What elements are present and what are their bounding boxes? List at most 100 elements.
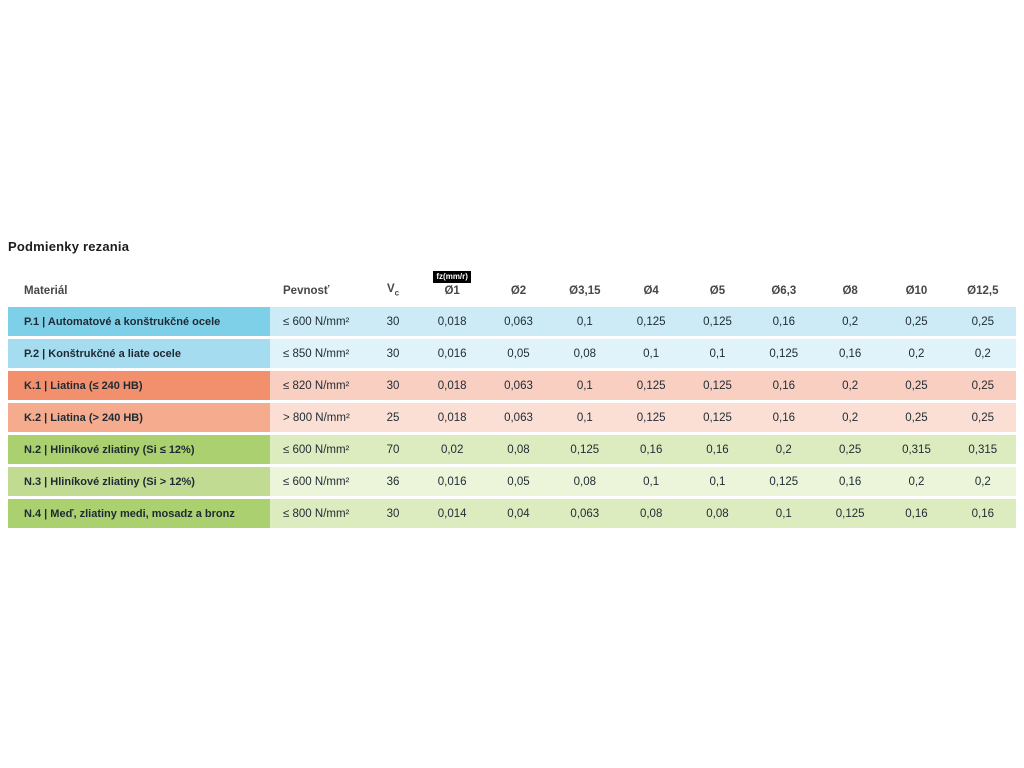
material-cell: K.2 | Liatina (> 240 HB) [8, 403, 270, 432]
header-diameter-12-5: Ø12,5 [967, 285, 999, 297]
feed-value-cell: 0,16 [816, 339, 884, 368]
feed-value-cell: 0,08 [551, 467, 618, 496]
feed-value-cell: 0,2 [949, 339, 1016, 368]
fz-unit-badge: fz(mm/r) [433, 271, 471, 283]
feed-value-cell: 0,25 [949, 403, 1016, 432]
feed-value-cell: 0,063 [551, 499, 618, 528]
feed-value-cell: 0,1 [750, 499, 817, 528]
table-row: N.3 | Hliníkové zliatiny (Si > 12%) ≤ 600… [8, 467, 1016, 496]
feed-value-cell: 0,125 [617, 307, 685, 336]
feed-value-cell: 0,1 [551, 403, 618, 432]
feed-value-cell: 0,25 [816, 435, 884, 464]
feed-value-cell: 0,2 [750, 435, 817, 464]
feed-value-cell: 0,125 [816, 499, 884, 528]
header-diameter-10: Ø10 [905, 285, 928, 297]
feed-value-cell: 0,16 [617, 435, 685, 464]
material-cell: K.1 | Liatina (≤ 240 HB) [8, 371, 270, 400]
feed-value-cell: 0,25 [883, 403, 950, 432]
feed-value-cell: 0,2 [949, 467, 1016, 496]
strength-cell: > 800 N/mm² [270, 403, 367, 432]
vc-cell: 25 [367, 403, 419, 432]
table-row: K.2 | Liatina (> 240 HB) > 800 N/mm² 25 0,0… [8, 403, 1016, 432]
feed-value-cell: 0,16 [816, 467, 884, 496]
header-vc: Vc [367, 270, 419, 304]
vc-cell: 36 [367, 467, 419, 496]
feed-value-cell: 0,08 [684, 499, 751, 528]
header-diameter-1-label: Ø1 [444, 285, 460, 297]
material-cell: P.2 | Konštrukčné a liate ocele [8, 339, 270, 368]
strength-cell: ≤ 800 N/mm² [270, 499, 367, 528]
feed-value-cell: 0,018 [419, 403, 486, 432]
feed-value-cell: 0,08 [617, 499, 685, 528]
feed-value-cell: 0,1 [617, 339, 685, 368]
table-row: N.2 | Hliníkové zliatiny (Si ≤ 12%) ≤ 600… [8, 435, 1016, 464]
feed-value-cell: 0,05 [485, 467, 552, 496]
table-header: Materiál Pevnosť Vc fz(mm/r) Ø1 Ø2 Ø3,15… [8, 270, 1016, 304]
feed-value-cell: 0,25 [883, 307, 950, 336]
feed-value-cell: 0,063 [485, 371, 552, 400]
feed-value-cell: 0,1 [617, 467, 685, 496]
feed-value-cell: 0,018 [419, 371, 486, 400]
feed-value-cell: 0,16 [883, 499, 950, 528]
feed-value-cell: 0,08 [485, 435, 552, 464]
material-cell: P.1 | Automatové a konštrukčné ocele [8, 307, 270, 336]
feed-value-cell: 0,1 [684, 339, 751, 368]
feed-value-cell: 0,315 [949, 435, 1016, 464]
feed-value-cell: 0,018 [419, 307, 486, 336]
feed-value-cell: 0,25 [883, 371, 950, 400]
feed-value-cell: 0,05 [485, 339, 552, 368]
header-material: Materiál [24, 285, 68, 297]
feed-value-cell: 0,16 [750, 403, 817, 432]
feed-value-cell: 0,25 [949, 371, 1016, 400]
header-diameter-1: fz(mm/r) Ø1 [419, 270, 485, 304]
header-diameter-8: Ø8 [842, 285, 858, 297]
header-diameter-3-15: Ø3,15 [569, 285, 601, 297]
vc-cell: 70 [367, 435, 419, 464]
cutting-conditions-table: Materiál Pevnosť Vc fz(mm/r) Ø1 Ø2 Ø3,15… [8, 267, 1016, 531]
table-header-row: Materiál Pevnosť Vc fz(mm/r) Ø1 Ø2 Ø3,15… [8, 270, 1016, 304]
feed-value-cell: 0,014 [419, 499, 486, 528]
strength-cell: ≤ 600 N/mm² [270, 467, 367, 496]
feed-value-cell: 0,04 [485, 499, 552, 528]
feed-value-cell: 0,2 [883, 467, 950, 496]
feed-value-cell: 0,16 [750, 307, 817, 336]
page-title: Podmienky rezania [8, 239, 130, 254]
feed-value-cell: 0,125 [684, 403, 751, 432]
header-diameter-4: Ø4 [643, 285, 659, 297]
feed-value-cell: 0,2 [816, 403, 884, 432]
vc-cell: 30 [367, 499, 419, 528]
feed-value-cell: 0,315 [883, 435, 950, 464]
header-diameter-5: Ø5 [709, 285, 726, 297]
header-strength: Pevnosť [283, 285, 330, 297]
vc-cell: 30 [367, 307, 419, 336]
table-row: P.1 | Automatové a konštrukčné ocele ≤ 60… [8, 307, 1016, 336]
table-row: N.4 | Meď, zliatiny medi, mosadz a bronz… [8, 499, 1016, 528]
feed-value-cell: 0,1 [551, 307, 618, 336]
feed-value-cell: 0,125 [617, 403, 685, 432]
header-diameter-2: Ø2 [510, 285, 527, 297]
feed-value-cell: 0,016 [419, 467, 486, 496]
table-row: P.2 | Konštrukčné a liate ocele ≤ 850 N/m… [8, 339, 1016, 368]
feed-value-cell: 0,02 [419, 435, 486, 464]
header-diameter-6-3: Ø6,3 [771, 285, 797, 297]
page: Podmienky rezania Materiál Pevnosť Vc fz… [8, 239, 1016, 531]
feed-value-cell: 0,125 [750, 339, 817, 368]
vc-cell: 30 [367, 371, 419, 400]
strength-cell: ≤ 600 N/mm² [270, 307, 367, 336]
table-body: P.1 | Automatové a konštrukčné ocele ≤ 60… [8, 307, 1016, 528]
feed-value-cell: 0,25 [949, 307, 1016, 336]
feed-value-cell: 0,063 [485, 403, 552, 432]
material-cell: N.4 | Meď, zliatiny medi, mosadz a bronz [8, 499, 270, 528]
feed-value-cell: 0,016 [419, 339, 486, 368]
vc-cell: 30 [367, 339, 419, 368]
feed-value-cell: 0,125 [684, 307, 751, 336]
feed-value-cell: 0,08 [551, 339, 618, 368]
vc-label: V [386, 282, 395, 295]
feed-value-cell: 0,125 [750, 467, 817, 496]
feed-value-cell: 0,125 [617, 371, 685, 400]
feed-value-cell: 0,1 [551, 371, 618, 400]
table-row: K.1 | Liatina (≤ 240 HB) ≤ 820 N/mm² 30 0,0… [8, 371, 1016, 400]
vc-subscript: c [394, 288, 400, 297]
feed-value-cell: 0,16 [684, 435, 751, 464]
feed-value-cell: 0,16 [750, 371, 817, 400]
